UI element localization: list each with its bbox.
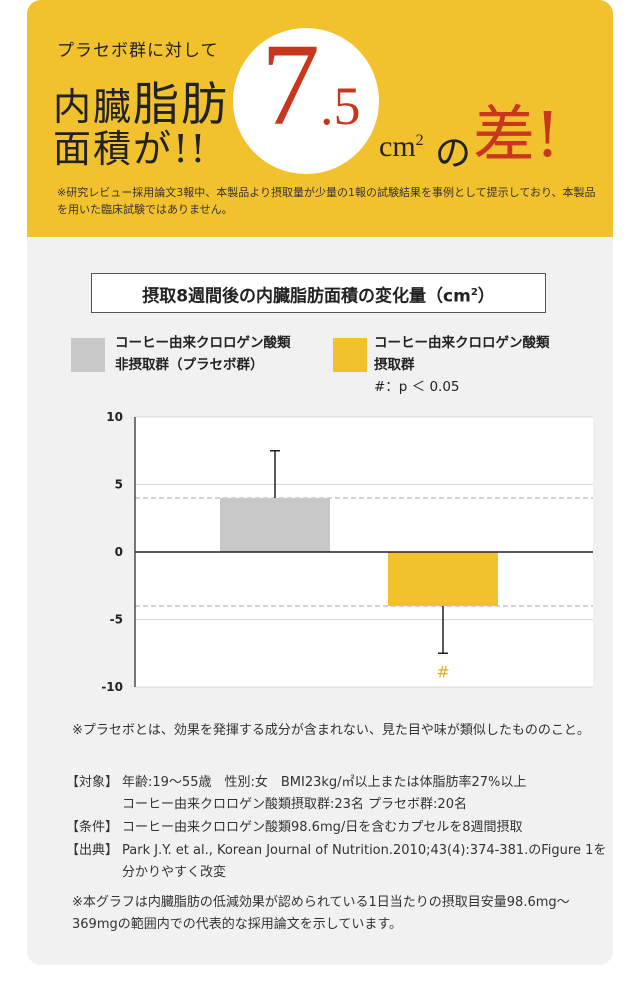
significance-marker: # [436, 662, 449, 681]
chart-title: 摂取8週間後の内臓脂肪面積の変化量（cm2） [91, 273, 546, 313]
exclamation: ! [535, 98, 560, 171]
legend-label-active: コーヒー由来クロロゲン酸類 摂取群 #：p ＜ 0.05 [374, 332, 550, 398]
legend-label-placebo: コーヒー由来クロロゲン酸類 非摂取群（プラセボ群） [115, 332, 291, 376]
conditions-label: 【条件】 [66, 820, 119, 835]
subjects-line1: 年齢:19〜55歳 性別:女 BMI23kg/㎡以上または体脂肪率27%以上 [122, 775, 527, 790]
chart-title-text: 摂取8週間後の内臓脂肪面積の変化量（cm [142, 286, 471, 307]
source-label: 【出典】 [66, 843, 119, 858]
unit-text: cm [379, 130, 416, 163]
particle-no: の [435, 133, 472, 174]
chart-title-sup: 2 [470, 287, 478, 298]
legend-active-line1: コーヒー由来クロロゲン酸類 [374, 335, 550, 351]
y-tick-label: -10 [101, 680, 123, 694]
placebo-comparison-label: プラセボ群に対して [57, 41, 219, 61]
legend-placebo-line1: コーヒー由来クロロゲン酸類 [115, 335, 291, 351]
y-tick-label: 0 [115, 545, 123, 559]
difference-value: 7.5 [261, 26, 361, 144]
headline-word-shibo: 脂肪 [133, 77, 230, 131]
difference-unit: cm2 [379, 130, 424, 164]
content-card: プラセボ群に対して 内臓脂肪 面積が!! 7.5 cm2 の 差! ※研究レビュ… [27, 0, 613, 965]
legend-swatch-active [333, 338, 367, 372]
y-tick-label: 5 [115, 478, 123, 492]
difference-kanji: 差 [473, 98, 536, 171]
header-banner: プラセボ群に対して 内臓脂肪 面積が!! 7.5 cm2 の 差! ※研究レビュ… [27, 0, 613, 237]
subjects-label: 【対象】 [66, 775, 119, 790]
legend-placebo-line2: 非摂取群（プラセボ群） [115, 357, 264, 373]
placebo-note: ※プラセボとは、効果を発揮する成分が含まれない、見た目や味が類似したもののこと。 [72, 723, 590, 738]
legend-significance: #：p ＜ 0.05 [374, 379, 460, 395]
y-tick-label: 10 [106, 410, 123, 424]
conditions-line1: コーヒー由来クロロゲン酸類98.6mg/日を含むカプセルを8週間摂取 [122, 820, 523, 835]
bar-placebo [220, 498, 330, 552]
bar-chart: # 10 5 0 -5 -10 [101, 410, 593, 694]
unit-superscript: 2 [415, 132, 424, 149]
legend-swatch-placebo [71, 338, 105, 372]
source-line1: Park J.Y. et al., Korean Journal of Nutr… [122, 843, 607, 858]
difference-word: 差! [473, 84, 560, 174]
source-line2: 分かりやすく改変 [122, 865, 227, 880]
y-tick-label: -5 [110, 613, 123, 627]
difference-value-dec: .5 [320, 76, 361, 136]
legend-active-line2: 摂取群 [374, 357, 415, 373]
chart-title-close: ） [477, 286, 495, 307]
header-footnote: ※研究レビュー採用論文3報中、本製品より摂取量が少量の1報の試験結果を事例として… [57, 186, 596, 216]
bar-active [388, 552, 498, 606]
headline-line2: 面積が!! [53, 127, 208, 171]
difference-value-int: 7 [261, 19, 320, 150]
bottom-note: ※本グラフは内臓脂肪の低減効果が認められている1日当たりの摂取目安量98.6mg… [72, 895, 570, 932]
value-circle [233, 28, 379, 174]
headline-word-naizo: 内臓 [53, 85, 134, 129]
headline-line1: 内臓脂肪 [53, 68, 229, 134]
subjects-line2: コーヒー由来クロロゲン酸類摂取群:23名 プラセボ群:20名 [122, 797, 467, 812]
